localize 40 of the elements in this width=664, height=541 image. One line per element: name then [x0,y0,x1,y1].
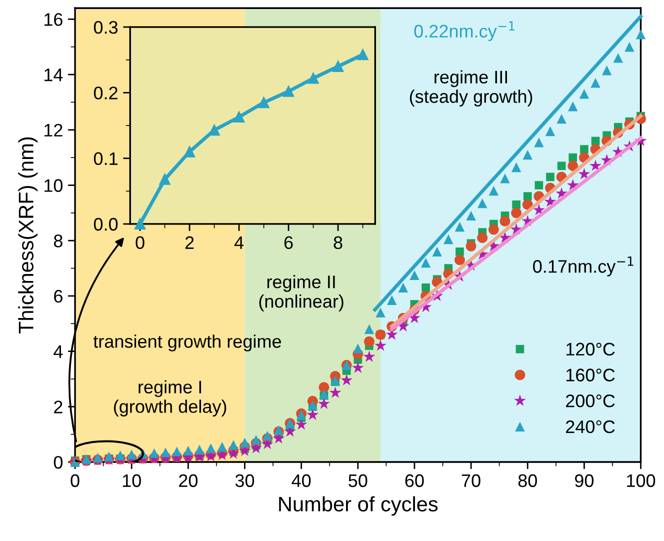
x-axis-title: Number of cycles [279,496,438,516]
legend-label: 160°C [566,368,615,382]
legend-label: 200°C [566,394,615,408]
x-tick-label: 4 [234,236,244,249]
y-tick-label: 16 [44,13,62,26]
y-tick-label: 6 [54,290,62,303]
annotation: transient growth regime [93,334,281,352]
x-tick-label: 8 [334,236,342,250]
x-tick-label: 80 [518,474,537,488]
y-tick-label: 10 [44,179,63,192]
x-tick-label: 90 [574,474,594,488]
y-tick-label: 0.3 [94,20,118,34]
y-tick-label: 0.0 [94,218,118,231]
band-label: regime II (nonlinear) [259,275,344,312]
x-tick-label: 70 [462,474,480,488]
y-tick-label: 0.2 [94,86,118,100]
x-tick-label: 0 [136,236,144,250]
x-tick-label: 40 [292,474,311,488]
x-tick-label: 0 [70,474,80,488]
band-label: regime III (steady growth) [410,70,532,107]
y-tick-label: 4 [54,345,63,358]
legend-label: 120°C [566,342,615,356]
y-tick-label: 2 [54,400,62,414]
y-tick-label: 0.1 [94,152,118,166]
x-tick-label: 6 [284,236,293,250]
annotation: 0.17nm.cy$^{−1}$ [533,256,634,276]
x-tick-label: 10 [122,474,141,488]
annotation: 0.22nm.cy$^{−1}$ [414,21,514,42]
x-tick-label: 60 [405,474,424,488]
y-tick-label: 0 [54,456,63,469]
x-tick-label: 20 [179,474,198,488]
x-tick-label: 30 [235,474,254,488]
legend-label: 240°C [566,420,615,434]
band-label: regime I (growth delay) [114,380,226,416]
y-axis-title: Thickness(XRF) (nm) [18,137,38,334]
x-tick-label: 2 [185,236,194,249]
x-tick-label: 50 [348,474,368,488]
x-tick-label: 100 [627,474,656,488]
y-tick-label: 14 [44,68,63,82]
y-tick-label: 12 [44,124,62,136]
